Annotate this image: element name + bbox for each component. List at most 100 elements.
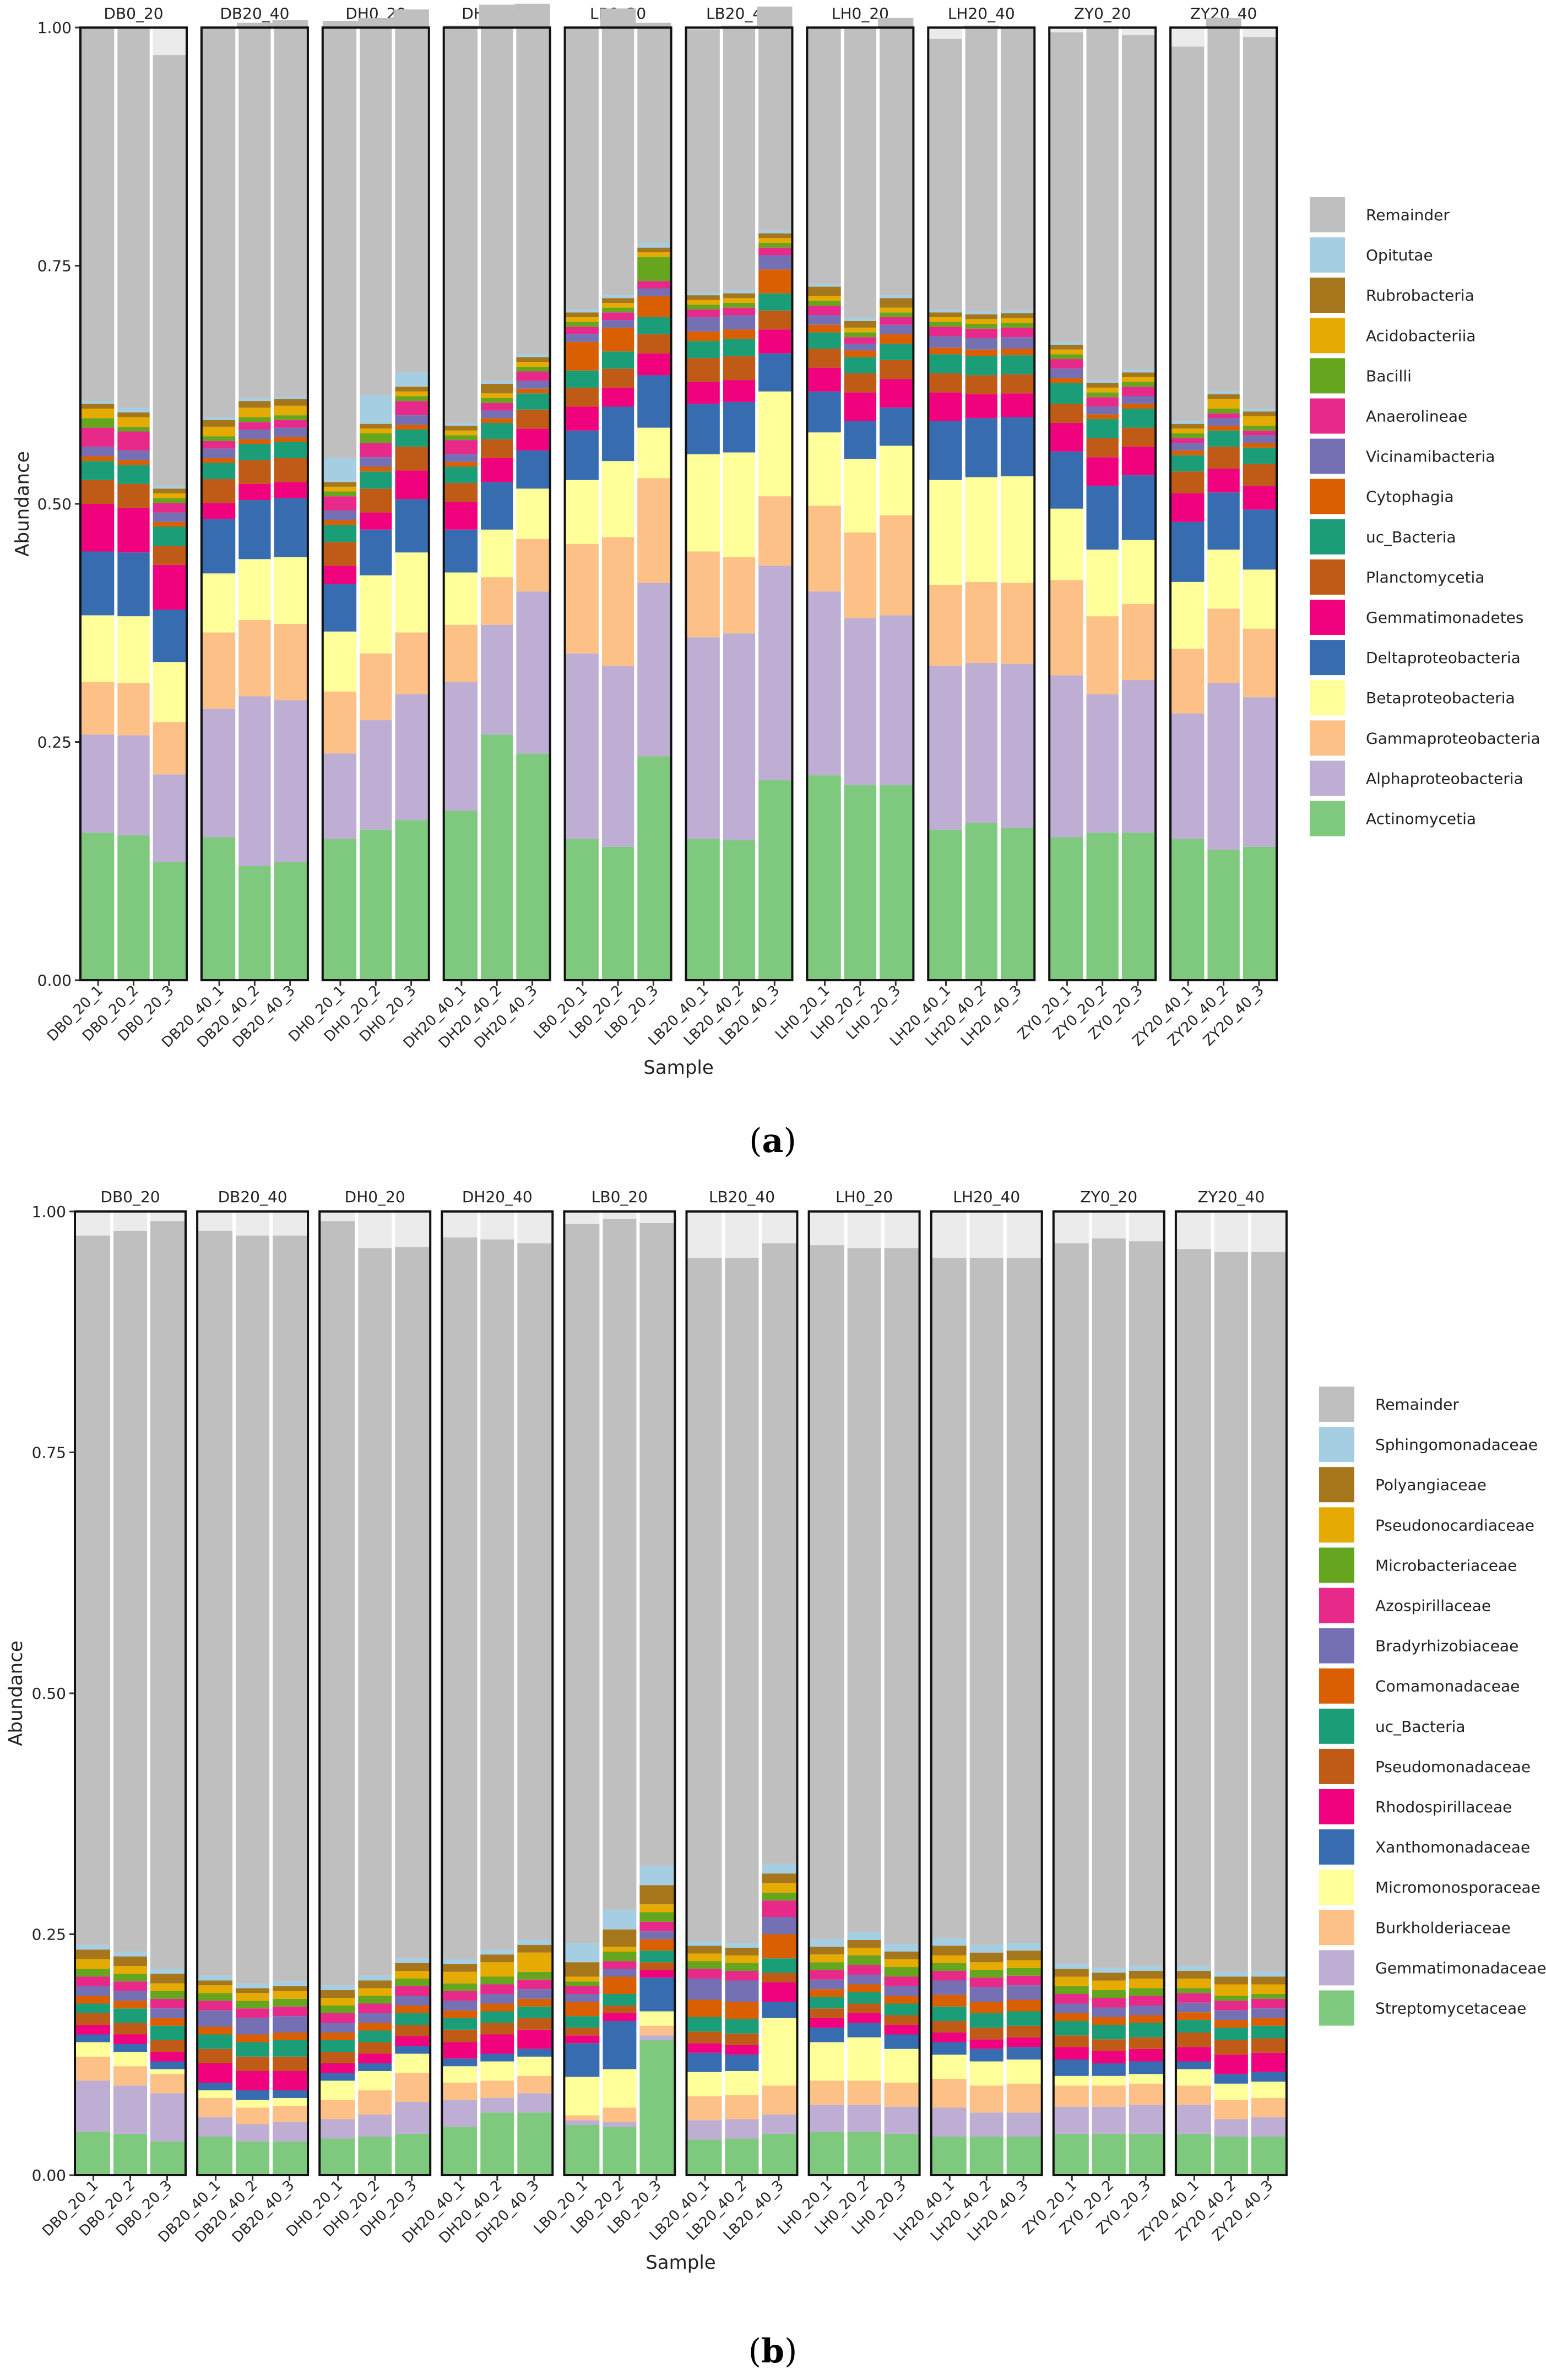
facet-strip-label: DH0_20 [345,1188,405,1206]
bar-segment-Actinomycetia [686,839,722,980]
legend-label: Planctomycetia [1366,568,1484,586]
bar-segment-Acidobacteriia [1206,399,1241,409]
bar-segment-Anaerolineae [393,401,429,416]
bar-segment-Xanthomonadaceae [1090,2063,1127,2076]
bar-segment-Polyangiaceae [931,1946,968,1955]
bar-segment-Remainder [1090,1238,1127,1968]
bar-segment-Gammaproteobacteria [201,632,237,709]
bar-segment-Actinomycetia [272,862,308,980]
bar-segment-Deltaproteobacteria [151,610,187,662]
bar-segment-Rubrobacteria [237,401,273,408]
legend-swatch [1310,760,1345,796]
bar-segment-Anaerolineae [1206,413,1241,419]
bar-segment-Deltaproteobacteria [479,482,515,530]
bar-segment-Polyangiaceae [516,1944,553,1953]
bar-segment-Gammaproteobacteria [842,532,878,618]
bar-segment-Xanthomonadaceae [234,2090,272,2100]
bar-segment-Bradyrhizobiaceae [931,1980,968,1995]
bar-segment-uc_Bacteria [1005,2011,1042,2026]
bar-segment-Anaerolineae [322,496,359,511]
bar-segment-Pseudomonadaceae [845,2003,883,2013]
bar-segment-Comamonadaceae [1175,2012,1213,2020]
bar-segment-Betaproteobacteria [600,461,636,537]
facet-border [200,26,309,981]
bar-segment-Sphingomonadaceae [601,1910,638,1930]
bar-segment-Alphaproteobacteria [807,591,843,776]
bar-segment-uc_Bacteria [80,461,116,480]
bar-segment-Gammaproteobacteria [1241,628,1277,698]
bar-segment-uc_Bacteria [197,2034,235,2049]
bar-segment-Alphaproteobacteria [514,591,550,754]
bar-segment-Planctomycetia [721,356,757,381]
facet-border [930,1210,1043,2176]
bar-segment-Gammaproteobacteria [272,623,308,700]
bar-segment-Gammaproteobacteria [1206,608,1241,683]
facet-strip-label: LB0_20 [592,1188,648,1206]
legend-label: Burkholderiaceae [1375,1919,1511,1937]
bar-segment-uc_Bacteria [479,422,515,439]
facet-border [685,26,794,981]
bar-segment-Opitutae [322,458,359,482]
bar-segment-Gemmatimonadetes [151,564,187,610]
bar-segment-Burkholderiaceae [1249,2098,1287,2117]
bar-segment-Remainder [636,23,671,243]
bar-segment-Gemmatimonadetes [1120,447,1156,476]
bar-segment-Gemmatimonadetes [721,380,757,402]
bar-segment-uc_Bacteria [928,354,964,373]
bar-segment-Xanthomonadaceae [1175,2061,1213,2069]
bar-segment-uc_Bacteria [358,471,394,489]
bar-segment-Sphingomonadaceae [845,1932,883,1940]
bar-segment-Actinomycetia [514,753,550,980]
bar-segment-Sphingomonadaceae [882,1944,920,1952]
bar-segment-Micromonosporaceae [809,2042,846,2081]
bar-segment-Gammaproteobacteria [237,620,273,697]
y-tick-label: 0.50 [32,1685,66,1703]
bar-segment-Gemmatimonadetes [272,482,308,498]
bar-segment-uc_Bacteria [201,463,237,480]
legend-swatch [1310,318,1345,354]
bar-segment-uc_Bacteria [75,2003,112,2013]
bar-segment-Anaerolineae [1084,397,1120,407]
bar-segment-Gemmatimonadaceae [516,2093,553,2113]
legend-label: Gemmatimonadetes [1366,608,1524,627]
legend-swatch [1319,1789,1354,1824]
bar-segment-Pseudomonadaceae [968,2028,1005,2040]
bar-segment-Burkholderiaceae [356,2090,394,2115]
bar-segment-Rhodospirillaceae [516,2029,553,2049]
bar-segment-Opitutae [878,295,914,298]
bar-segment-Pseudomonadaceae [356,2042,394,2054]
bar-segment-Microbacteriaceae [356,1996,394,2004]
legend-swatch [1319,1829,1354,1865]
bar-segment-Gammaproteobacteria [443,624,480,682]
bar-segment-Bradyrhizobiaceae [1249,2008,1287,2018]
bar-segment-Burkholderiaceae [1053,2085,1091,2107]
bar-segment-Anaerolineae [201,441,237,449]
bar-segment-Micromonosporaceae [1175,2069,1213,2086]
bar-segment-Cytophagia [928,347,964,355]
bar-segment-Anaerolineae [600,312,636,320]
bar-segment-Sphingomonadaceae [197,1975,235,1981]
bar-segment-uc_Bacteria [322,525,359,542]
bar-segment-Vicinamibacteria [1120,396,1156,404]
bar-segment-Comamonadaceae [197,2026,235,2035]
bar-segment-Opitutae [1120,370,1156,373]
facet-border [321,26,430,981]
bar-segment-Streptomycetaceae [1127,2133,1164,2175]
bar-segment-Pseudomonadaceae [601,2006,638,2013]
bar-segment-Sphingomonadaceae [1090,1968,1127,1973]
bar-segment-Alphaproteobacteria [600,666,636,847]
facet-strip-label: DB20_40 [218,1188,287,1206]
bar-segment-Pseudonocardiaceae [479,1962,516,1977]
bar-segment-Bacilli [999,323,1035,328]
bar-segment-Bacilli [928,322,964,327]
bar-segment-Gemmatimonadetes [963,394,999,419]
bar-segment-Sphingomonadaceae [356,1975,394,1981]
bar-segment-Polyangiaceae [968,1952,1005,1963]
bar-segment-Cytophagia [237,439,273,444]
bar-segment-Anaerolineae [963,328,999,338]
bar-segment-Cytophagia [1206,426,1241,431]
y-tick-label: 0.25 [37,733,72,752]
bar-segment-Comamonadaceae [564,2002,601,2017]
bar-segment-Alphaproteobacteria [443,682,480,811]
